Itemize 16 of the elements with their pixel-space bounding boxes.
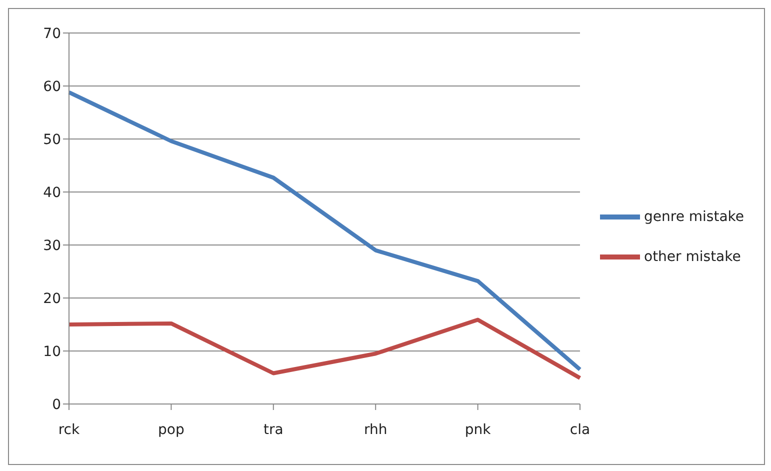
- y-tick-label: 50: [43, 132, 61, 148]
- y-tick-label: 30: [43, 238, 61, 254]
- x-tick-label: rhh: [364, 422, 388, 438]
- y-tick-label: 20: [43, 290, 61, 307]
- x-tick-label: pnk: [464, 422, 492, 438]
- legend-label: other mistake: [644, 248, 741, 264]
- x-tick-label: tra: [263, 422, 284, 438]
- legend-label: genre mistake: [644, 208, 744, 224]
- y-tick-label: 0: [52, 396, 61, 413]
- y-tick-label: 10: [43, 344, 61, 360]
- y-tick-label: 70: [43, 26, 61, 42]
- x-tick-label: rck: [58, 422, 81, 438]
- x-tick-label: pop: [158, 422, 184, 438]
- y-tick-label: 40: [43, 184, 61, 201]
- y-tick-label: 60: [43, 78, 61, 95]
- x-tick-label: cla: [570, 422, 590, 438]
